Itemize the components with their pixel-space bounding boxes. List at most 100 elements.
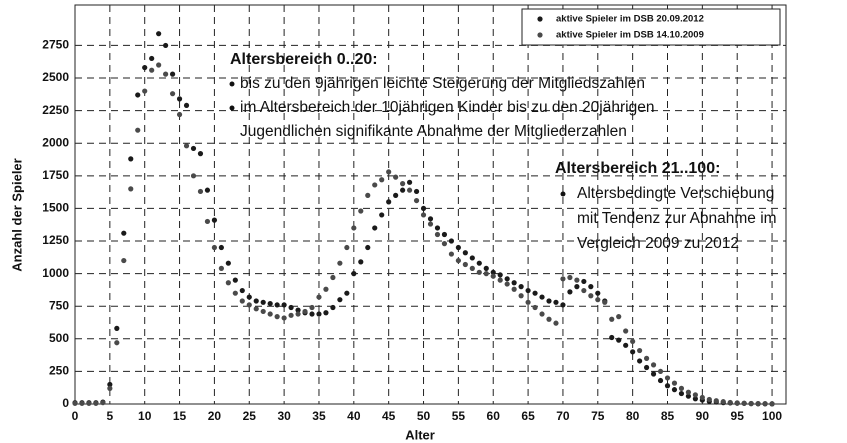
data-point (532, 304, 538, 311)
data-point (288, 312, 294, 318)
data-point (497, 272, 503, 278)
data-point (386, 169, 392, 175)
data-point (406, 187, 413, 193)
data-point (483, 271, 489, 277)
data-point (344, 244, 350, 251)
data-point (351, 225, 357, 231)
x-tick-label: 50 (417, 409, 431, 423)
x-tick-label: 40 (347, 409, 361, 423)
data-point (232, 290, 238, 296)
x-tick-label: 60 (487, 409, 501, 423)
data-point (574, 284, 580, 290)
annotation-title: Altersbereich 0..20: (230, 51, 378, 68)
y-tick-label: 1250 (42, 233, 69, 247)
data-point (748, 400, 754, 407)
data-point (142, 64, 148, 71)
data-point (100, 400, 106, 406)
x-tick-label: 90 (696, 409, 710, 423)
data-point (427, 221, 434, 227)
legend-label: aktive Spieler im DSB 20.09.2012 (556, 14, 704, 25)
data-point (135, 92, 141, 98)
data-point (504, 276, 510, 282)
x-tick-label: 55 (452, 409, 466, 423)
data-point (344, 290, 350, 296)
data-point (176, 96, 183, 102)
data-point (121, 230, 127, 236)
data-point (358, 259, 364, 265)
data-point (643, 355, 650, 361)
annotation-text: Jugendlichen signifikante Abnahme der Mi… (240, 123, 627, 140)
data-point (525, 287, 531, 294)
data-point (72, 400, 78, 406)
data-point (114, 325, 120, 331)
data-point (190, 145, 197, 152)
data-point (323, 286, 329, 292)
legend-box (521, 8, 781, 46)
x-tick-label: 10 (138, 409, 152, 423)
data-point (149, 55, 155, 62)
data-point (567, 289, 573, 295)
data-point (260, 299, 266, 305)
data-point (79, 400, 85, 406)
data-point (630, 338, 636, 345)
data-point (330, 274, 336, 281)
data-point (267, 311, 273, 317)
data-point (490, 269, 496, 275)
data-point (351, 271, 357, 277)
data-point (337, 260, 343, 266)
data-point (455, 257, 461, 264)
data-point (560, 276, 566, 282)
data-point (567, 274, 573, 281)
data-point (309, 304, 315, 311)
data-point (518, 293, 524, 299)
data-point (295, 307, 301, 313)
x-tick-label: 5 (107, 409, 114, 423)
data-point (183, 102, 190, 109)
data-point (225, 260, 231, 266)
data-point (218, 244, 224, 251)
data-point (86, 400, 92, 406)
data-point (539, 294, 545, 300)
data-point (253, 298, 259, 304)
data-point (664, 383, 671, 389)
data-point (476, 260, 482, 266)
x-tick-label: 85 (661, 409, 675, 423)
data-point (532, 290, 538, 296)
data-point (156, 31, 162, 37)
data-point (420, 212, 427, 218)
data-point (595, 290, 601, 296)
data-point (204, 218, 211, 225)
data-point (239, 298, 245, 304)
data-point (734, 400, 740, 406)
data-point (441, 241, 448, 247)
data-point (525, 299, 531, 305)
data-point (490, 273, 496, 279)
x-tick-label: 15 (173, 409, 187, 423)
x-tick-label: 65 (521, 409, 535, 423)
data-point (330, 304, 336, 311)
data-point (211, 217, 218, 223)
data-point (650, 371, 657, 377)
data-point (462, 250, 468, 256)
y-tick-label: 2750 (42, 38, 69, 52)
data-point (643, 364, 650, 371)
y-tick-label: 2500 (42, 70, 69, 84)
data-point (316, 311, 322, 317)
data-point (678, 390, 685, 397)
data-point (267, 300, 273, 307)
data-point (616, 314, 622, 320)
data-point (420, 205, 427, 212)
data-point (281, 302, 287, 308)
x-tick-label: 20 (208, 409, 222, 423)
x-tick-label: 70 (556, 409, 570, 423)
data-point (434, 231, 441, 238)
data-point (609, 334, 615, 341)
annotation-text: mit Tendenz zur Abnahme im (577, 210, 777, 227)
data-point (546, 298, 552, 304)
data-point (107, 381, 113, 388)
data-point (107, 385, 113, 391)
y-tick-label: 2250 (42, 103, 69, 117)
data-point (176, 111, 183, 118)
data-point (769, 401, 775, 407)
